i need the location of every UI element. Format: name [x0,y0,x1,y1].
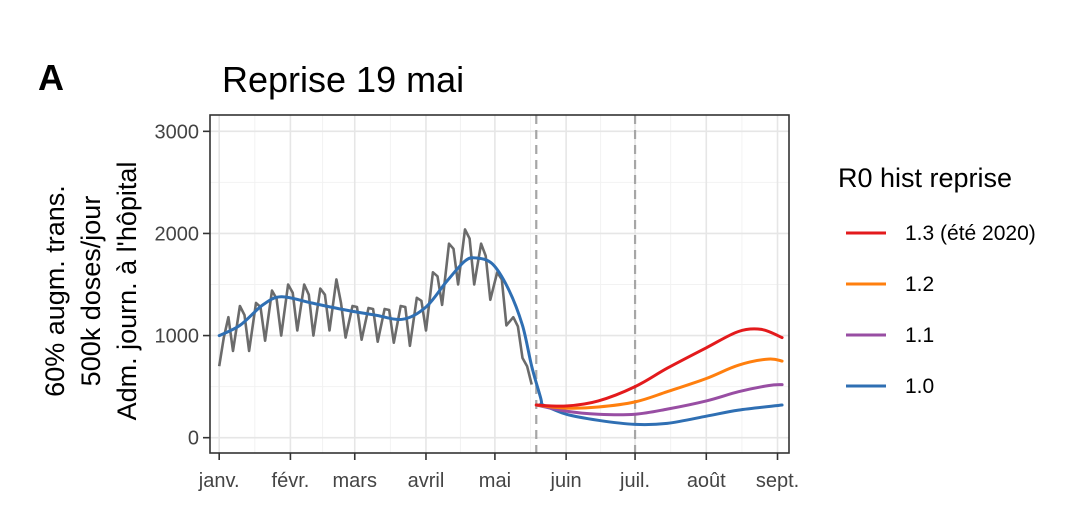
legend-label: 1.0 [905,375,934,398]
x-tick-label: mars [333,470,377,492]
x-tick-label: avril [408,470,445,492]
y-tick-label: 0 [188,428,199,450]
chart-title: Reprise 19 mai [222,59,464,100]
series-line-1.1 [534,383,784,417]
x-tick-label: juin [550,470,582,492]
legend-title: R0 hist reprise [838,163,1012,193]
legend-label: 1.1 [905,324,934,347]
y-axis-label-line-2: 500k doses/jour [76,196,106,387]
series-line-1.0 [539,402,784,427]
series-lines [217,228,784,427]
grid-minor [210,115,789,453]
series-line-1.3 (été 2020) [534,327,784,408]
legend-entry: 1.1 [846,324,934,347]
y-tick-label: 3000 [155,121,200,143]
plot-background [210,115,789,453]
y-axis-ticks: 0 1000 2000 3000 [155,121,210,450]
legend-entry: 1.2 [846,273,934,296]
x-tick-label: mai [479,470,511,492]
x-tick-label: févr. [272,470,310,492]
y-axis-label-line-1: 60% augm. trans. [40,185,70,397]
legend-entry: 1.0 [846,375,934,398]
legend-entry: 1.3 (été 2020) [846,222,1036,245]
x-tick-label: janv. [198,470,240,492]
y-tick-label: 2000 [155,223,200,245]
plot-area [209,114,790,454]
series-line-1.2 [534,357,784,410]
x-tick-label: août [687,470,726,492]
legend-label: 1.2 [905,273,934,296]
legend: R0 hist reprise 1.3 (été 2020) 1.2 1.1 1.0 [838,163,1036,398]
panel-letter: A [38,57,64,98]
series-line-fit-1.0 [217,256,544,406]
x-tick-label: juil. [619,470,650,492]
legend-label: 1.3 (été 2020) [905,222,1036,245]
legend-entries: 1.3 (été 2020) 1.2 1.1 1.0 [846,222,1036,398]
y-tick-label: 1000 [155,326,200,348]
x-tick-label: sept. [756,470,799,492]
reference-lines [535,115,637,453]
x-axis-ticks: janv. févr. mars avril mai juin juil. août sept. [198,453,799,492]
y-axis-label-line-3: Adm. journ. à l'hôpital [112,162,142,421]
plot-border [209,114,790,454]
y-axis-label: 60% augm. trans. 500k doses/jour Adm. jo… [40,162,142,421]
